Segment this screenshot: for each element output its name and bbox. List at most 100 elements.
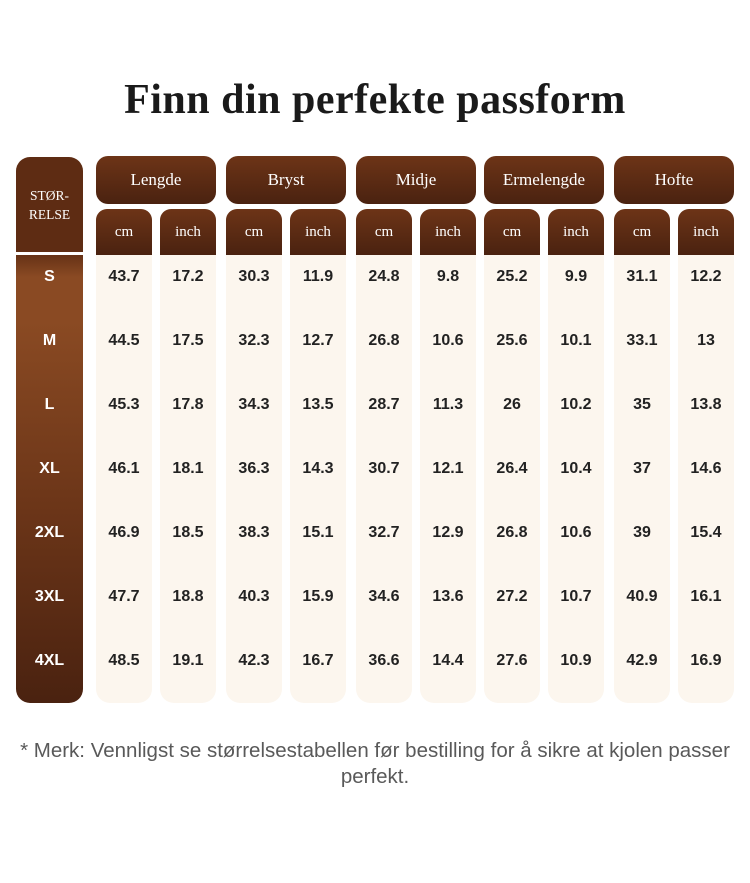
table-cell: 47.7: [108, 588, 140, 605]
table-cell: 14.3: [302, 460, 334, 477]
table-cell: 11.3: [432, 396, 464, 413]
size-label: L: [44, 396, 55, 413]
table-cell: 14.4: [432, 652, 464, 669]
size-header-divider: [16, 252, 83, 255]
table-cell: 12.7: [302, 332, 334, 349]
table-cell: 9.8: [436, 268, 460, 285]
table-cell: 17.2: [172, 268, 204, 285]
column-background: [484, 250, 540, 703]
table-cell: 10.9: [560, 652, 592, 669]
size-label: 4XL: [34, 652, 65, 669]
table-cell: 10.7: [560, 588, 592, 605]
table-cell: 40.9: [626, 588, 658, 605]
unit-header-inch: inch: [678, 209, 734, 255]
column-background: [160, 250, 216, 703]
measurement-header: Midje: [356, 156, 476, 204]
table-cell: 30.7: [368, 460, 400, 477]
table-cell: 18.5: [172, 524, 204, 541]
table-cell: 43.7: [108, 268, 140, 285]
size-column: [16, 157, 83, 703]
column-background: [356, 250, 412, 703]
page-title: Finn din perfekte passform: [124, 77, 626, 123]
table-cell: 13.5: [302, 396, 334, 413]
table-cell: 13: [697, 332, 715, 349]
measurement-header: Hofte: [614, 156, 734, 204]
table-cell: 15.1: [302, 524, 334, 541]
table-cell: 34.3: [238, 396, 270, 413]
table-cell: 24.8: [368, 268, 400, 285]
table-cell: 44.5: [108, 332, 140, 349]
table-cell: 16.1: [690, 588, 722, 605]
table-cell: 34.6: [368, 588, 400, 605]
measurement-header: Bryst: [226, 156, 346, 204]
column-background: [96, 250, 152, 703]
table-cell: 13.8: [690, 396, 722, 413]
table-cell: 10.1: [560, 332, 592, 349]
measurement-header: Lengde: [96, 156, 216, 204]
table-cell: 10.6: [560, 524, 592, 541]
column-background: [420, 250, 476, 703]
table-cell: 45.3: [108, 396, 140, 413]
unit-header-cm: cm: [614, 209, 670, 255]
table-cell: 38.3: [238, 524, 270, 541]
unit-header-cm: cm: [226, 209, 282, 255]
table-cell: 26.8: [368, 332, 400, 349]
table-cell: 26.4: [496, 460, 528, 477]
table-cell: 26: [503, 396, 521, 413]
table-cell: 39: [633, 524, 651, 541]
column-background: [290, 250, 346, 703]
table-cell: 12.2: [690, 268, 722, 285]
column-background: [678, 250, 734, 703]
table-cell: 46.1: [108, 460, 140, 477]
table-cell: 16.9: [690, 652, 722, 669]
unit-header-inch: inch: [548, 209, 604, 255]
table-cell: 26.8: [496, 524, 528, 541]
table-cell: 36.6: [368, 652, 400, 669]
table-cell: 25.6: [496, 332, 528, 349]
table-cell: 32.3: [238, 332, 270, 349]
table-cell: 17.5: [172, 332, 204, 349]
table-cell: 27.6: [496, 652, 528, 669]
table-cell: 42.3: [238, 652, 270, 669]
table-cell: 46.9: [108, 524, 140, 541]
table-cell: 33.1: [626, 332, 658, 349]
table-cell: 30.3: [238, 268, 270, 285]
footnote: * Merk: Vennligst se størrelsestabellen …: [20, 739, 730, 788]
table-cell: 12.1: [432, 460, 464, 477]
table-cell: 11.9: [302, 268, 334, 285]
table-cell: 27.2: [496, 588, 528, 605]
size-label: XL: [39, 460, 60, 477]
unit-header-cm: cm: [96, 209, 152, 255]
table-cell: 18.1: [172, 460, 204, 477]
table-cell: 12.9: [432, 524, 464, 541]
column-background: [226, 250, 282, 703]
unit-header-cm: cm: [356, 209, 412, 255]
column-background: [614, 250, 670, 703]
table-cell: 18.8: [172, 588, 204, 605]
table-cell: 28.7: [368, 396, 400, 413]
table-cell: 15.4: [690, 524, 722, 541]
table-cell: 35: [633, 396, 651, 413]
measurement-header: Ermelengde: [484, 156, 604, 204]
size-label: M: [42, 332, 57, 349]
table-cell: 10.6: [432, 332, 464, 349]
size-column-header: STØR- RELSE: [16, 157, 83, 253]
size-label: 3XL: [34, 588, 65, 605]
unit-header-inch: inch: [420, 209, 476, 255]
size-label: 2XL: [34, 524, 65, 541]
size-label: S: [44, 268, 55, 285]
table-cell: 36.3: [238, 460, 270, 477]
table-cell: 48.5: [108, 652, 140, 669]
table-cell: 13.6: [432, 588, 464, 605]
size-header-line-1: STØR-: [29, 188, 69, 203]
table-cell: 31.1: [626, 268, 658, 285]
table-cell: 37: [633, 460, 651, 477]
table-cell: 16.7: [302, 652, 334, 669]
table-cell: 40.3: [238, 588, 270, 605]
table-cell: 32.7: [368, 524, 400, 541]
unit-header-cm: cm: [484, 209, 540, 255]
unit-header-inch: inch: [160, 209, 216, 255]
table-cell: 10.4: [560, 460, 592, 477]
table-cell: 19.1: [172, 652, 204, 669]
table-cell: 25.2: [496, 268, 528, 285]
